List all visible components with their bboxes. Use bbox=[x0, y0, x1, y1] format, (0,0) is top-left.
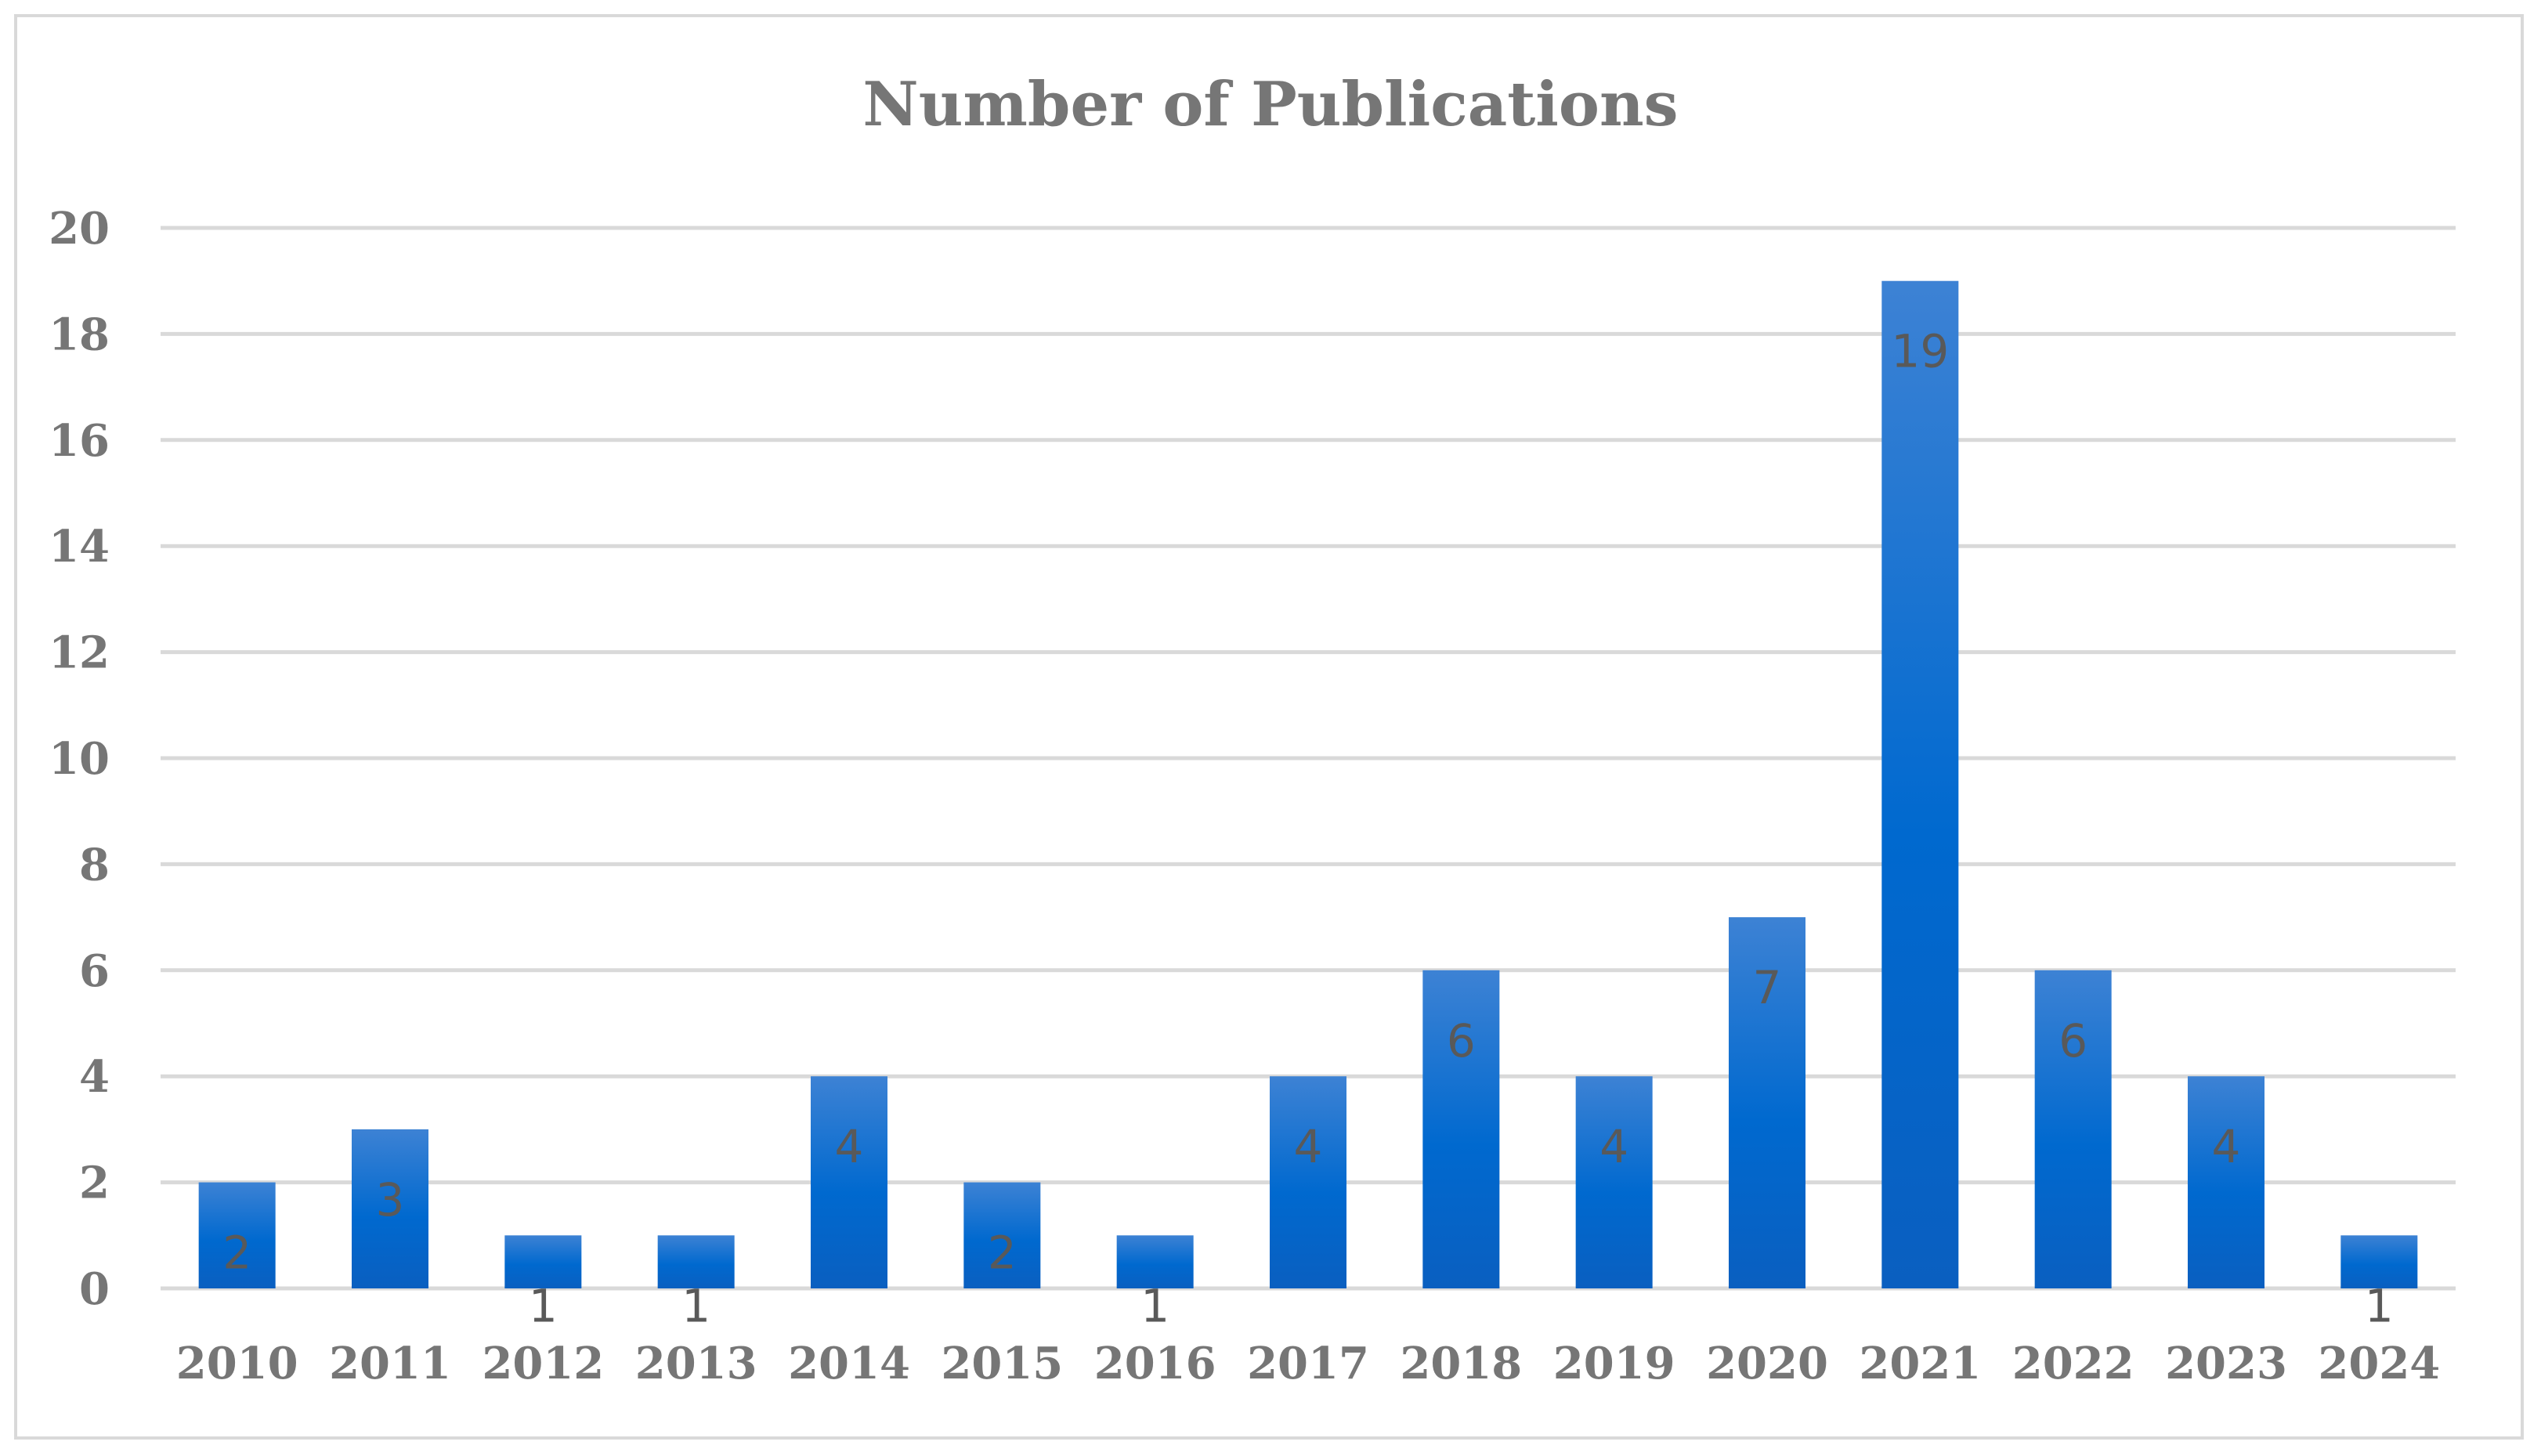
data-label-2019: 4 bbox=[1599, 1120, 1628, 1173]
x-tick-label-2011: 2011 bbox=[329, 1338, 451, 1389]
bar-2017 bbox=[1270, 1076, 1346, 1288]
x-tick-label-2023: 2023 bbox=[2165, 1338, 2287, 1389]
x-tick-label-2013: 2013 bbox=[635, 1338, 757, 1389]
bar-2010 bbox=[198, 1182, 276, 1288]
bar-2012 bbox=[504, 1235, 582, 1288]
bar-2021 bbox=[1881, 280, 1959, 1289]
x-tick-label-2014: 2014 bbox=[788, 1338, 910, 1389]
data-label-2012: 1 bbox=[529, 1279, 558, 1332]
x-tick-label-2018: 2018 bbox=[1400, 1338, 1522, 1389]
y-tick-label: 8 bbox=[79, 839, 110, 891]
x-tick-label-2012: 2012 bbox=[482, 1338, 604, 1389]
x-tick-label-2016: 2016 bbox=[1094, 1338, 1216, 1389]
x-tick-label-2015: 2015 bbox=[941, 1338, 1063, 1389]
bar-2011 bbox=[352, 1129, 428, 1288]
y-tick-label: 16 bbox=[49, 415, 110, 467]
bar-2024 bbox=[2340, 1235, 2418, 1288]
data-labels: 2 3 1 1 4 2 1 4 6 4 7 19 6 4 1 bbox=[222, 325, 2394, 1333]
data-label-2010: 2 bbox=[222, 1227, 251, 1280]
data-label-2022: 6 bbox=[2058, 1014, 2087, 1068]
x-tick-label-2017: 2017 bbox=[1247, 1338, 1369, 1389]
bar-2018 bbox=[1422, 970, 1500, 1288]
y-axis: 0 2 4 6 8 10 12 14 16 18 20 bbox=[49, 203, 110, 1315]
y-tick-label: 4 bbox=[79, 1051, 110, 1103]
data-label-2014: 4 bbox=[835, 1120, 864, 1173]
y-tick-label: 14 bbox=[49, 521, 110, 573]
x-tick-label-2021: 2021 bbox=[1859, 1338, 1981, 1389]
y-tick-label: 10 bbox=[49, 733, 110, 785]
data-label-2013: 1 bbox=[681, 1279, 710, 1332]
y-tick-label: 12 bbox=[49, 627, 110, 679]
data-label-2011: 3 bbox=[376, 1173, 405, 1227]
y-tick-label: 18 bbox=[49, 309, 110, 360]
data-label-2021: 19 bbox=[1891, 325, 1949, 378]
chart-title: Number of Publications bbox=[862, 69, 1678, 140]
x-tick-label-2020: 2020 bbox=[1706, 1338, 1828, 1389]
bar-2015 bbox=[963, 1182, 1041, 1288]
bar-2020 bbox=[1729, 917, 1805, 1288]
data-label-2017: 4 bbox=[1294, 1120, 1323, 1173]
bar-2023 bbox=[2188, 1076, 2264, 1288]
x-axis: 2010 2011 2012 2013 2014 2015 2016 2017 2018 2019… bbox=[176, 1338, 2441, 1389]
x-tick-label-2022: 2022 bbox=[2012, 1338, 2134, 1389]
bar-2013 bbox=[657, 1235, 735, 1288]
bar-2016 bbox=[1116, 1235, 1194, 1288]
x-tick-label-2019: 2019 bbox=[1553, 1338, 1675, 1389]
bars bbox=[198, 280, 2418, 1289]
bar-2022 bbox=[2034, 970, 2112, 1288]
y-tick-label: 20 bbox=[49, 203, 110, 255]
data-label-2023: 4 bbox=[2212, 1120, 2241, 1173]
data-label-2015: 2 bbox=[988, 1227, 1017, 1280]
data-label-2020: 7 bbox=[1753, 961, 1782, 1014]
data-label-2024: 1 bbox=[2365, 1279, 2394, 1332]
bar-2019 bbox=[1575, 1076, 1653, 1288]
x-tick-label-2010: 2010 bbox=[176, 1338, 298, 1389]
x-tick-label-2024: 2024 bbox=[2318, 1338, 2440, 1389]
y-tick-label: 0 bbox=[79, 1263, 110, 1315]
bar-2014 bbox=[811, 1076, 887, 1288]
y-tick-label: 6 bbox=[79, 945, 110, 997]
data-label-2018: 6 bbox=[1447, 1014, 1476, 1068]
y-tick-label: 2 bbox=[79, 1158, 110, 1209]
data-label-2016: 1 bbox=[1140, 1279, 1169, 1332]
